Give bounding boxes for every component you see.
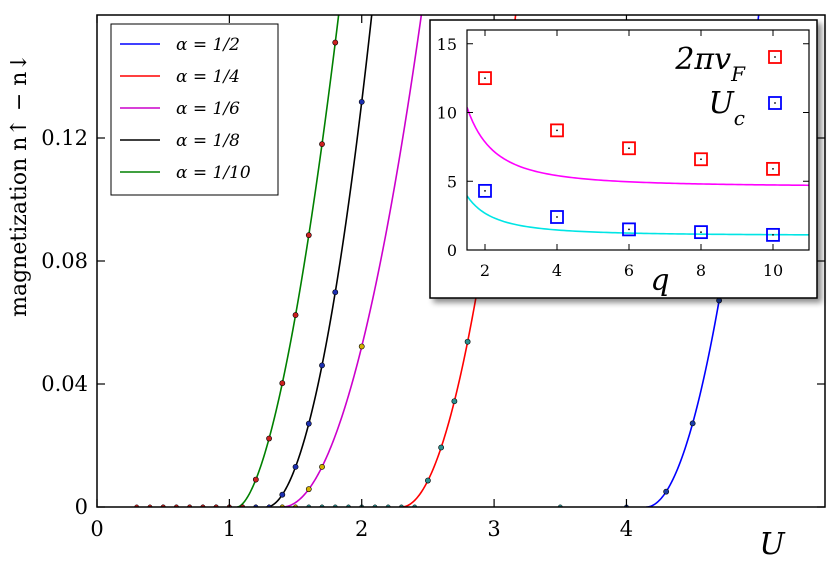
main-data-point-3-0 [279, 491, 286, 498]
main-data-point-4-3 [292, 312, 299, 318]
main-data-point-3-4 [332, 289, 339, 296]
inset-data-point-0-2 [622, 141, 636, 156]
inset-background [429, 19, 818, 299]
main-data-point-2-0 [305, 486, 312, 493]
main-data-point-3-1 [292, 463, 299, 470]
inset-data-point-1-0 [478, 183, 492, 198]
main-legend-label-4: α = 1/10 [176, 163, 251, 183]
main-x-tick-label-0: 0 [90, 517, 103, 541]
main-x-ticks: 0 1 2 3 4 [90, 15, 633, 541]
inset-x-tick-label-2: 6 [624, 261, 634, 280]
main-y-tick-label-1: 0.04 [41, 372, 88, 396]
inset-data-point-1-1 [550, 210, 564, 224]
main-x-tick-label-2: 2 [355, 517, 368, 541]
main-data-point-4-5 [319, 141, 325, 148]
inset-data-point-0-4 [766, 161, 780, 176]
inset-plot-frame [466, 29, 810, 251]
inset-x-tick-label-1: 4 [552, 261, 562, 280]
main-x-tick-label-1: 1 [223, 517, 236, 541]
inset-x-axis-label: q [650, 263, 669, 298]
main-series-line-2 [282, 15, 423, 507]
main-y-ticks: 0 0.04 0.08 0.12 [41, 126, 825, 519]
inset-fit-line-0 [467, 107, 809, 187]
inset-y-ticks: 0 5 10 15 [437, 35, 809, 260]
main-data-point-3-2 [305, 420, 312, 427]
inset-markers [478, 71, 780, 242]
inset-data-point-0-0 [478, 71, 492, 86]
main-legend-label-0: α = 1/2 [176, 35, 240, 55]
main-x-tick-label-4: 4 [620, 517, 633, 541]
main-y-axis-label: magnetization n↑ − n↓ [7, 53, 32, 317]
main-legend: α = 1/2 α = 1/4 α = 1/6 α = 1/8 α = 1/10 [110, 23, 279, 196]
main-legend-label-1: α = 1/4 [176, 67, 240, 87]
main-data-point-4-6 [332, 39, 339, 46]
inset-fit-curves [467, 107, 809, 236]
main-data-point-2-2 [358, 343, 365, 350]
main-data-point-4-2 [279, 380, 286, 387]
inset-data-point-1-4 [766, 227, 780, 242]
main-legend-label-2: α = 1/6 [176, 99, 240, 119]
main-x-tick-label-3: 3 [487, 517, 500, 541]
inset-x-tick-label-0: 2 [480, 261, 490, 280]
main-data-point-4-1 [266, 435, 272, 442]
main-x-axis-label: U [759, 527, 786, 562]
inset-data-point-0-3 [694, 152, 708, 167]
inset-fit-line-1 [467, 195, 809, 236]
main-data-point-2-1 [319, 463, 325, 470]
inset-x-ticks: 2 4 6 8 10 [480, 30, 783, 280]
inset-data-point-1-3 [694, 225, 708, 240]
inset-legend-marker-0 [768, 50, 782, 64]
main-data-point-1-1 [438, 444, 445, 451]
inset-y-tick-label-2: 10 [437, 104, 457, 123]
inset-x-tick-label-4: 10 [763, 261, 783, 280]
main-y-tick-label-2: 0.08 [41, 249, 88, 273]
main-legend-box [110, 23, 279, 196]
main-data-point-0-0 [663, 488, 670, 495]
inset-y-tick-label-3: 15 [437, 35, 457, 54]
main-y-tick-label-0: 0 [75, 495, 88, 519]
main-y-tick-label-3: 0.12 [41, 126, 88, 150]
main-data-point-3-5 [358, 98, 365, 105]
main-data-point-4-0 [252, 476, 259, 483]
inset-data-point-0-1 [550, 123, 564, 138]
main-data-point-4-4 [305, 232, 312, 239]
inset-data-point-1-2 [622, 222, 636, 237]
inset-y-tick-label-1: 5 [447, 172, 457, 191]
main-data-point-0-1 [689, 420, 696, 427]
main-data-point-1-2 [451, 398, 458, 405]
main-data-point-1-0 [425, 477, 431, 484]
inset-x-tick-label-3: 8 [696, 261, 706, 280]
inset-y-tick-label-0: 0 [447, 241, 457, 260]
main-legend-label-3: α = 1/8 [176, 131, 240, 151]
main-series-line-3 [266, 15, 373, 507]
main-data-point-1-3 [464, 338, 471, 345]
main-data-point-3-3 [319, 362, 325, 369]
inset-legend-marker-1 [768, 96, 782, 110]
main-plot: 0 1 2 3 4 0 0.04 0.08 0.12 U magnetization n↑ −… [7, 14, 826, 562]
